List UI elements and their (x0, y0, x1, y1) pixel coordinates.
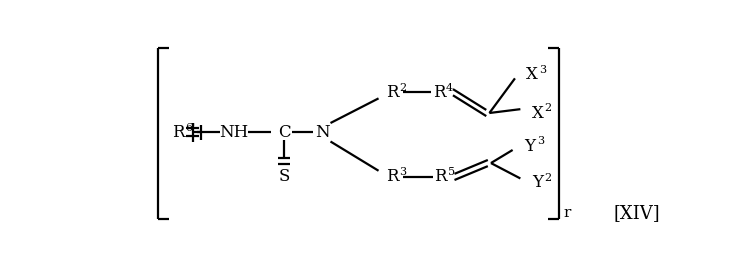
Text: 3: 3 (539, 65, 546, 75)
Text: NH: NH (219, 124, 248, 141)
Text: r: r (564, 206, 571, 220)
Text: 6': 6' (184, 123, 195, 133)
Text: X: X (532, 105, 544, 121)
Text: N: N (316, 124, 330, 141)
Text: R: R (434, 168, 447, 185)
Text: 4: 4 (446, 83, 453, 93)
Text: R: R (433, 84, 445, 101)
Text: [XIV]: [XIV] (613, 204, 660, 222)
Text: 5: 5 (447, 167, 455, 177)
Text: C: C (278, 124, 291, 141)
Text: 3: 3 (537, 136, 544, 147)
Text: X: X (526, 66, 538, 83)
Text: Y: Y (532, 174, 543, 191)
Text: R: R (386, 168, 399, 185)
Text: R: R (172, 124, 184, 141)
Text: 2: 2 (544, 103, 551, 113)
Text: S: S (279, 168, 290, 185)
Text: R: R (386, 84, 399, 101)
Text: Y: Y (524, 138, 535, 155)
Text: 2: 2 (400, 83, 407, 93)
Text: 2: 2 (544, 173, 551, 183)
Text: 3: 3 (400, 167, 407, 177)
